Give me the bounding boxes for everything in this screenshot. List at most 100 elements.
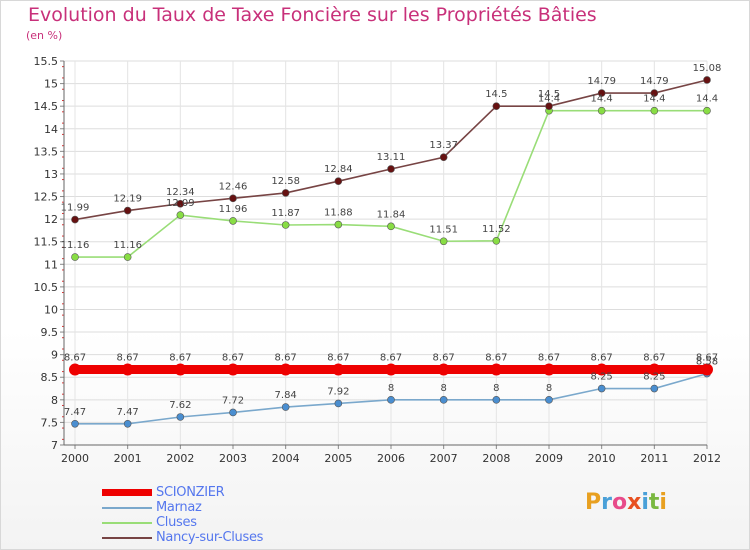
data-label-cluses: 11.96: [219, 204, 248, 215]
data-label-nancy-sur-cluses: 15.08: [693, 63, 722, 74]
data-label-scionzier: 8.67: [433, 353, 455, 364]
data-label-marnaz: 8.25: [591, 372, 613, 383]
data-label-nancy-sur-cluses: 12.46: [219, 181, 248, 192]
legend-label: SCIONZIER: [156, 485, 225, 500]
data-label-cluses: 11.88: [324, 208, 353, 219]
point-scionzier: [121, 363, 134, 376]
point-nancy-sur-cluses: [176, 199, 185, 208]
point-cluses: [387, 222, 395, 231]
x-tick-label: 2012: [693, 452, 721, 465]
point-nancy-sur-cluses: [281, 189, 290, 197]
data-label-nancy-sur-cluses: 14.5: [538, 89, 560, 100]
y-tick-label: 11: [44, 258, 58, 271]
data-label-cluses: 11.51: [429, 224, 458, 235]
point-cluses: [334, 220, 343, 229]
x-tick-label: 2002: [166, 452, 194, 465]
x-tick-label: 2011: [640, 452, 668, 465]
grid: [64, 60, 708, 446]
point-scionzier: [595, 363, 608, 376]
data-label-nancy-sur-cluses: 14.79: [587, 76, 616, 87]
point-cluses: [176, 211, 185, 219]
data-label-marnaz: 8: [388, 383, 394, 394]
y-tick-label: 14.5: [34, 100, 59, 113]
logo-letter: P: [585, 490, 602, 515]
point-cluses: [123, 253, 132, 261]
logo-letter: i: [641, 490, 649, 515]
data-label-scionzier: 8.67: [485, 353, 507, 364]
data-label-nancy-sur-cluses: 11.99: [61, 203, 90, 214]
legend-label: Cluses: [156, 515, 197, 530]
x-tick-label: 2008: [482, 452, 510, 465]
data-label-scionzier: 8.67: [591, 353, 613, 364]
point-scionzier: [279, 363, 292, 376]
x-tick-label: 2007: [430, 452, 458, 465]
point-cluses: [597, 106, 606, 115]
logo-letter: x: [627, 490, 642, 515]
logo-letter: o: [611, 490, 628, 515]
data-label-marnaz: 7.62: [169, 400, 191, 411]
y-tick-label: 11.5: [34, 236, 59, 249]
point-nancy-sur-cluses: [229, 194, 237, 203]
point-scionzier: [648, 363, 661, 376]
point-scionzier: [543, 363, 555, 376]
point-scionzier: [227, 363, 239, 376]
data-label-nancy-sur-cluses: 14.79: [640, 76, 669, 87]
point-nancy-sur-cluses: [545, 102, 553, 110]
axes: 7 7.5 8 8.5 9 9.5 10 10.5 11 11.5 12 12.5 13 13.5 14 14…: [34, 55, 722, 465]
logo-letter: r: [601, 490, 612, 515]
point-nancy-sur-cluses: [650, 89, 659, 97]
y-tick-label: 8: [51, 394, 58, 407]
data-label-marnaz: 7.72: [222, 395, 244, 406]
data-label-scionzier: 8.67: [222, 353, 244, 364]
data-label-scionzier: 8.67: [169, 353, 191, 364]
y-tick-label: 10.5: [34, 281, 59, 294]
y-tick-label: 7.5: [41, 416, 59, 429]
x-tick-label: 2006: [377, 452, 405, 465]
legend-label: Marnaz: [156, 500, 202, 515]
point-cluses: [281, 221, 290, 229]
point-scionzier: [332, 363, 345, 376]
point-cluses: [71, 253, 79, 261]
point-marnaz: [229, 408, 237, 417]
x-tick-label: 2010: [588, 452, 616, 465]
legend-item-nancy-sur-cluses: Nancy-sur-Cluses: [102, 530, 263, 545]
data-label-nancy-sur-cluses: 13.11: [377, 152, 406, 163]
point-marnaz: [176, 413, 185, 421]
point-scionzier: [174, 363, 187, 376]
series-layer: [69, 76, 713, 428]
data-label-marnaz: 8.25: [643, 372, 665, 383]
point-scionzier: [490, 363, 503, 376]
point-scionzier: [69, 363, 81, 376]
point-nancy-sur-cluses: [492, 102, 501, 110]
data-label-cluses: 11.16: [61, 240, 90, 251]
point-marnaz: [71, 419, 79, 428]
point-marnaz: [597, 384, 606, 393]
legend-item-marnaz: Marnaz: [102, 500, 263, 515]
legend-swatch: [102, 521, 152, 524]
data-labels: 7.47 7.47 7.62 7.72 7.84 7.92 8 8 8 8 8.25 8.25 8.58…: [61, 63, 722, 418]
data-label-marnaz: 7.47: [64, 407, 86, 418]
data-label-marnaz: 7.92: [327, 386, 349, 397]
data-label-marnaz: 7.84: [275, 390, 297, 401]
y-tick-label: 15.5: [34, 55, 59, 68]
y-tick-label: 15: [44, 78, 58, 91]
data-label-scionzier: 8.67: [64, 353, 86, 364]
data-label-cluses: 14.4: [696, 94, 718, 105]
data-label-nancy-sur-cluses: 12.84: [324, 164, 353, 175]
data-label-cluses: 11.84: [377, 209, 406, 220]
point-cluses: [492, 237, 501, 245]
point-cluses: [650, 106, 659, 115]
point-cluses: [703, 106, 711, 115]
point-nancy-sur-cluses: [597, 89, 606, 97]
y-tick-label: 9.5: [41, 326, 59, 339]
legend-swatch: [102, 506, 152, 509]
legend-swatch: [102, 536, 152, 539]
data-label-scionzier: 8.67: [696, 353, 718, 364]
point-nancy-sur-cluses: [123, 206, 132, 215]
point-scionzier: [437, 363, 450, 376]
legend-item-scionzier: SCIONZIER: [102, 485, 263, 500]
point-nancy-sur-cluses: [387, 165, 395, 173]
logo-letter: t: [648, 490, 660, 515]
data-label-marnaz: 8: [493, 383, 499, 394]
